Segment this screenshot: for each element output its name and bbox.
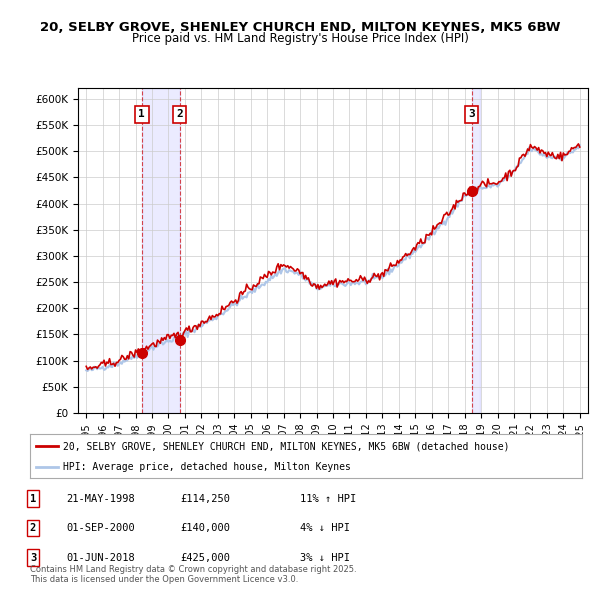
Text: 2: 2 [30, 523, 36, 533]
Text: 01-JUN-2018: 01-JUN-2018 [66, 553, 135, 562]
Text: 3: 3 [468, 110, 475, 119]
Text: 20, SELBY GROVE, SHENLEY CHURCH END, MILTON KEYNES, MK5 6BW: 20, SELBY GROVE, SHENLEY CHURCH END, MIL… [40, 21, 560, 34]
Text: 1: 1 [30, 494, 36, 503]
Text: Price paid vs. HM Land Registry's House Price Index (HPI): Price paid vs. HM Land Registry's House … [131, 32, 469, 45]
Text: 2: 2 [176, 110, 183, 119]
Text: £114,250: £114,250 [180, 494, 230, 503]
Bar [472, 88, 480, 413]
Text: 3% ↓ HPI: 3% ↓ HPI [300, 553, 350, 562]
Text: 01-SEP-2000: 01-SEP-2000 [66, 523, 135, 533]
Text: HPI: Average price, detached house, Milton Keynes: HPI: Average price, detached house, Milt… [63, 462, 351, 472]
Text: 1: 1 [139, 110, 145, 119]
Bar [142, 88, 179, 413]
Text: £140,000: £140,000 [180, 523, 230, 533]
Text: £425,000: £425,000 [180, 553, 230, 562]
Text: 3: 3 [30, 553, 36, 562]
Text: 21-MAY-1998: 21-MAY-1998 [66, 494, 135, 503]
Text: 20, SELBY GROVE, SHENLEY CHURCH END, MILTON KEYNES, MK5 6BW (detached house): 20, SELBY GROVE, SHENLEY CHURCH END, MIL… [63, 441, 509, 451]
Text: 11% ↑ HPI: 11% ↑ HPI [300, 494, 356, 503]
Text: Contains HM Land Registry data © Crown copyright and database right 2025.
This d: Contains HM Land Registry data © Crown c… [30, 565, 356, 584]
Text: 4% ↓ HPI: 4% ↓ HPI [300, 523, 350, 533]
